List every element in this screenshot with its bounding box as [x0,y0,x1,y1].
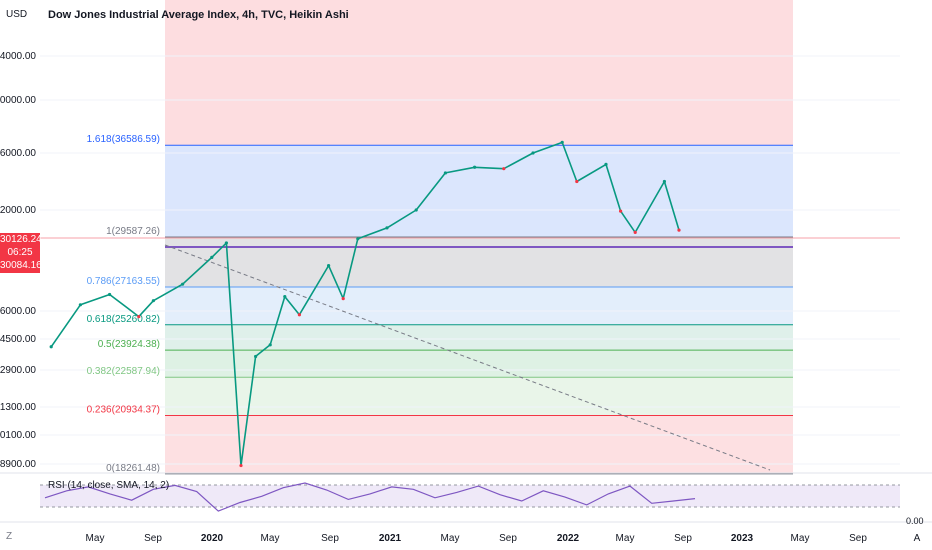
price-point [619,209,623,213]
y-tick-label: 22900.00 [0,365,36,376]
fib-zone [165,350,793,378]
price-point [327,264,331,268]
price-point [677,228,681,232]
price-point [531,151,535,155]
x-tick-label: A [914,533,921,544]
price-point [385,226,389,230]
rsi-line [44,482,696,512]
y-tick-label: 24500.00 [0,334,36,345]
price-point [210,255,214,259]
price-point [108,292,112,297]
x-tick-label: Sep [144,533,162,544]
price-point [268,343,272,347]
fib-level-label: 1(29587.26) [106,226,160,237]
price-point [224,241,228,245]
y-tick-label: 20100.00 [0,430,36,441]
fib-zone [165,0,793,146]
currency-label: USD [6,9,28,20]
price-point [356,237,360,241]
price-point [575,179,579,184]
fib-level-label: 0.382(22587.94) [87,366,160,377]
fib-zone [165,145,793,237]
fib-level-label: 1.618(36586.59) [87,134,160,145]
trend-line [164,244,771,471]
bar-countdown: 06:25 [7,247,33,258]
price-point [414,208,418,212]
price-point [49,345,53,349]
price-point [137,315,141,319]
fib-zone [165,415,793,474]
rsi-axis-value: 0.00 [906,516,924,526]
x-tick-label: Sep [499,533,517,544]
price-point [341,297,345,301]
fib-level-label: 0.786(27163.55) [87,276,160,287]
price-point [151,299,155,303]
x-tick-label: May [441,533,460,544]
price-low: 30084.16 [0,260,42,271]
fib-zone [165,286,793,325]
y-tick-label: 44000.00 [0,51,36,62]
price-point [254,354,258,359]
x-tick-label: May [616,533,635,544]
fib-level-label: 0(18261.48) [106,463,160,474]
y-tick-label: 32000.00 [0,205,36,216]
price-point [239,463,243,468]
x-tick-label: Sep [849,533,867,544]
x-tick-label: 2020 [201,533,224,544]
fib-level-label: 0.5(23924.38) [98,339,160,350]
y-tick-label: 40000.00 [0,95,36,106]
price-point [633,230,637,234]
chart-title: Dow Jones Industrial Average Index, 4h, … [48,9,349,21]
rsi-label: RSI (14, close, SMA, 14, 2) [48,480,170,491]
price-point [473,165,477,169]
y-tick-label: 26000.00 [0,306,36,317]
fib-level-label: 0.236(20934.37) [87,405,160,416]
price-point [443,171,447,175]
y-tick-label: 21300.00 [0,402,36,413]
x-tick-label: 2021 [379,533,402,544]
price-point [78,303,82,307]
price-point [502,167,506,171]
scale-settings-icon[interactable]: Z [6,531,13,542]
x-tick-label: May [261,533,280,544]
x-tick-label: Sep [674,533,692,544]
x-tick-label: May [86,533,105,544]
y-tick-label: 36000.00 [0,148,36,159]
fib-zone [165,377,793,416]
x-tick-label: May [791,533,810,544]
fib-level-label: 0.618(25260.82) [87,314,160,325]
fib-zone [165,237,793,287]
x-tick-label: Sep [321,533,339,544]
last-price: 30126.24 [0,234,42,245]
x-tick-label: 2022 [557,533,580,544]
price-point [662,179,667,184]
fib-zone [165,324,793,351]
price-point [283,294,287,299]
y-tick-label: 18900.00 [0,459,36,470]
price-point [181,282,185,286]
rsi-band [40,485,900,507]
price-point [560,140,564,144]
price-point [604,162,608,166]
price-point [297,313,301,317]
x-tick-label: 2023 [731,533,754,544]
price-badge: 30126.24 06:25 30084.16 [0,233,42,273]
